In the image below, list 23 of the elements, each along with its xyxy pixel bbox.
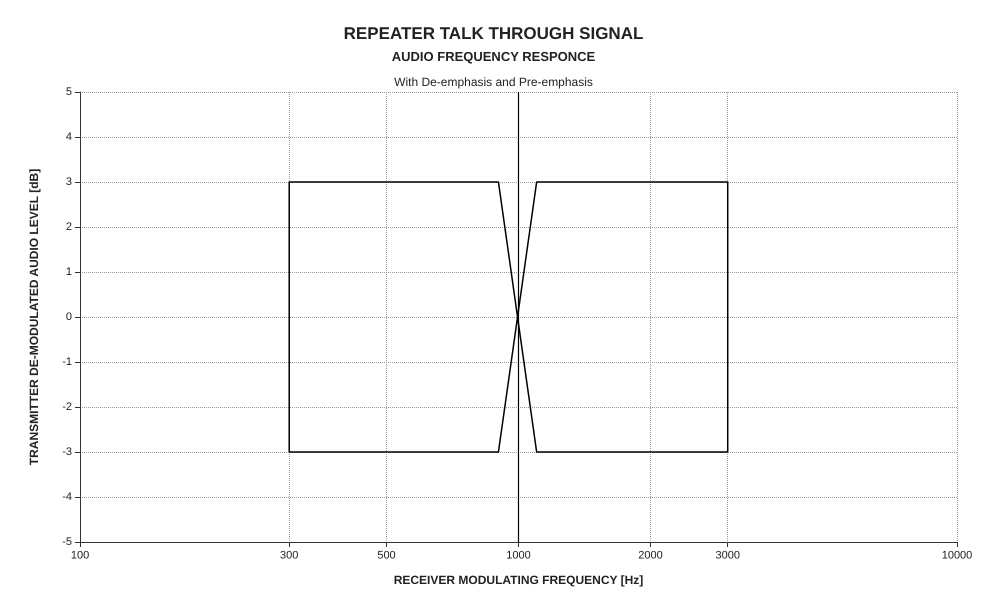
y-tick-label: -3 [62,446,72,458]
y-tick-label: -1 [62,356,72,368]
x-tick-label: 500 [377,550,396,562]
x-tick-label: 300 [280,550,298,562]
chart-subtitle: AUDIO FREQUENCY RESPONCE [392,49,596,64]
y-tick-label: 4 [66,131,72,143]
y-tick-label: -2 [62,401,72,413]
y-tick-label: 1 [66,266,72,278]
x-tick-label: 3000 [715,550,740,562]
x-tick-label: 1000 [506,550,531,562]
x-tick-label: 100 [70,550,90,562]
x-tick-label: 10000 [942,550,972,562]
text: With De-emphasis and Pre-emphasis [394,75,593,89]
y-tick-label: -4 [62,491,72,503]
y-tick-label: 2 [66,221,72,233]
y-tick-label: 3 [66,176,72,188]
y-tick-label: -5 [62,536,72,548]
y-axis-title: TRANSMITTER DE-MODULATED AUDIO LEVEL [dB] [27,168,41,466]
x-tick-label: 2000 [638,550,663,562]
y-tick-label: 0 [66,311,72,323]
chart-title: REPEATER TALK THROUGH SIGNAL [344,24,644,43]
y-tick-label: 5 [66,86,72,98]
x-axis-title: RECEIVER MODULATING FREQUENCY [Hz] [394,573,644,587]
